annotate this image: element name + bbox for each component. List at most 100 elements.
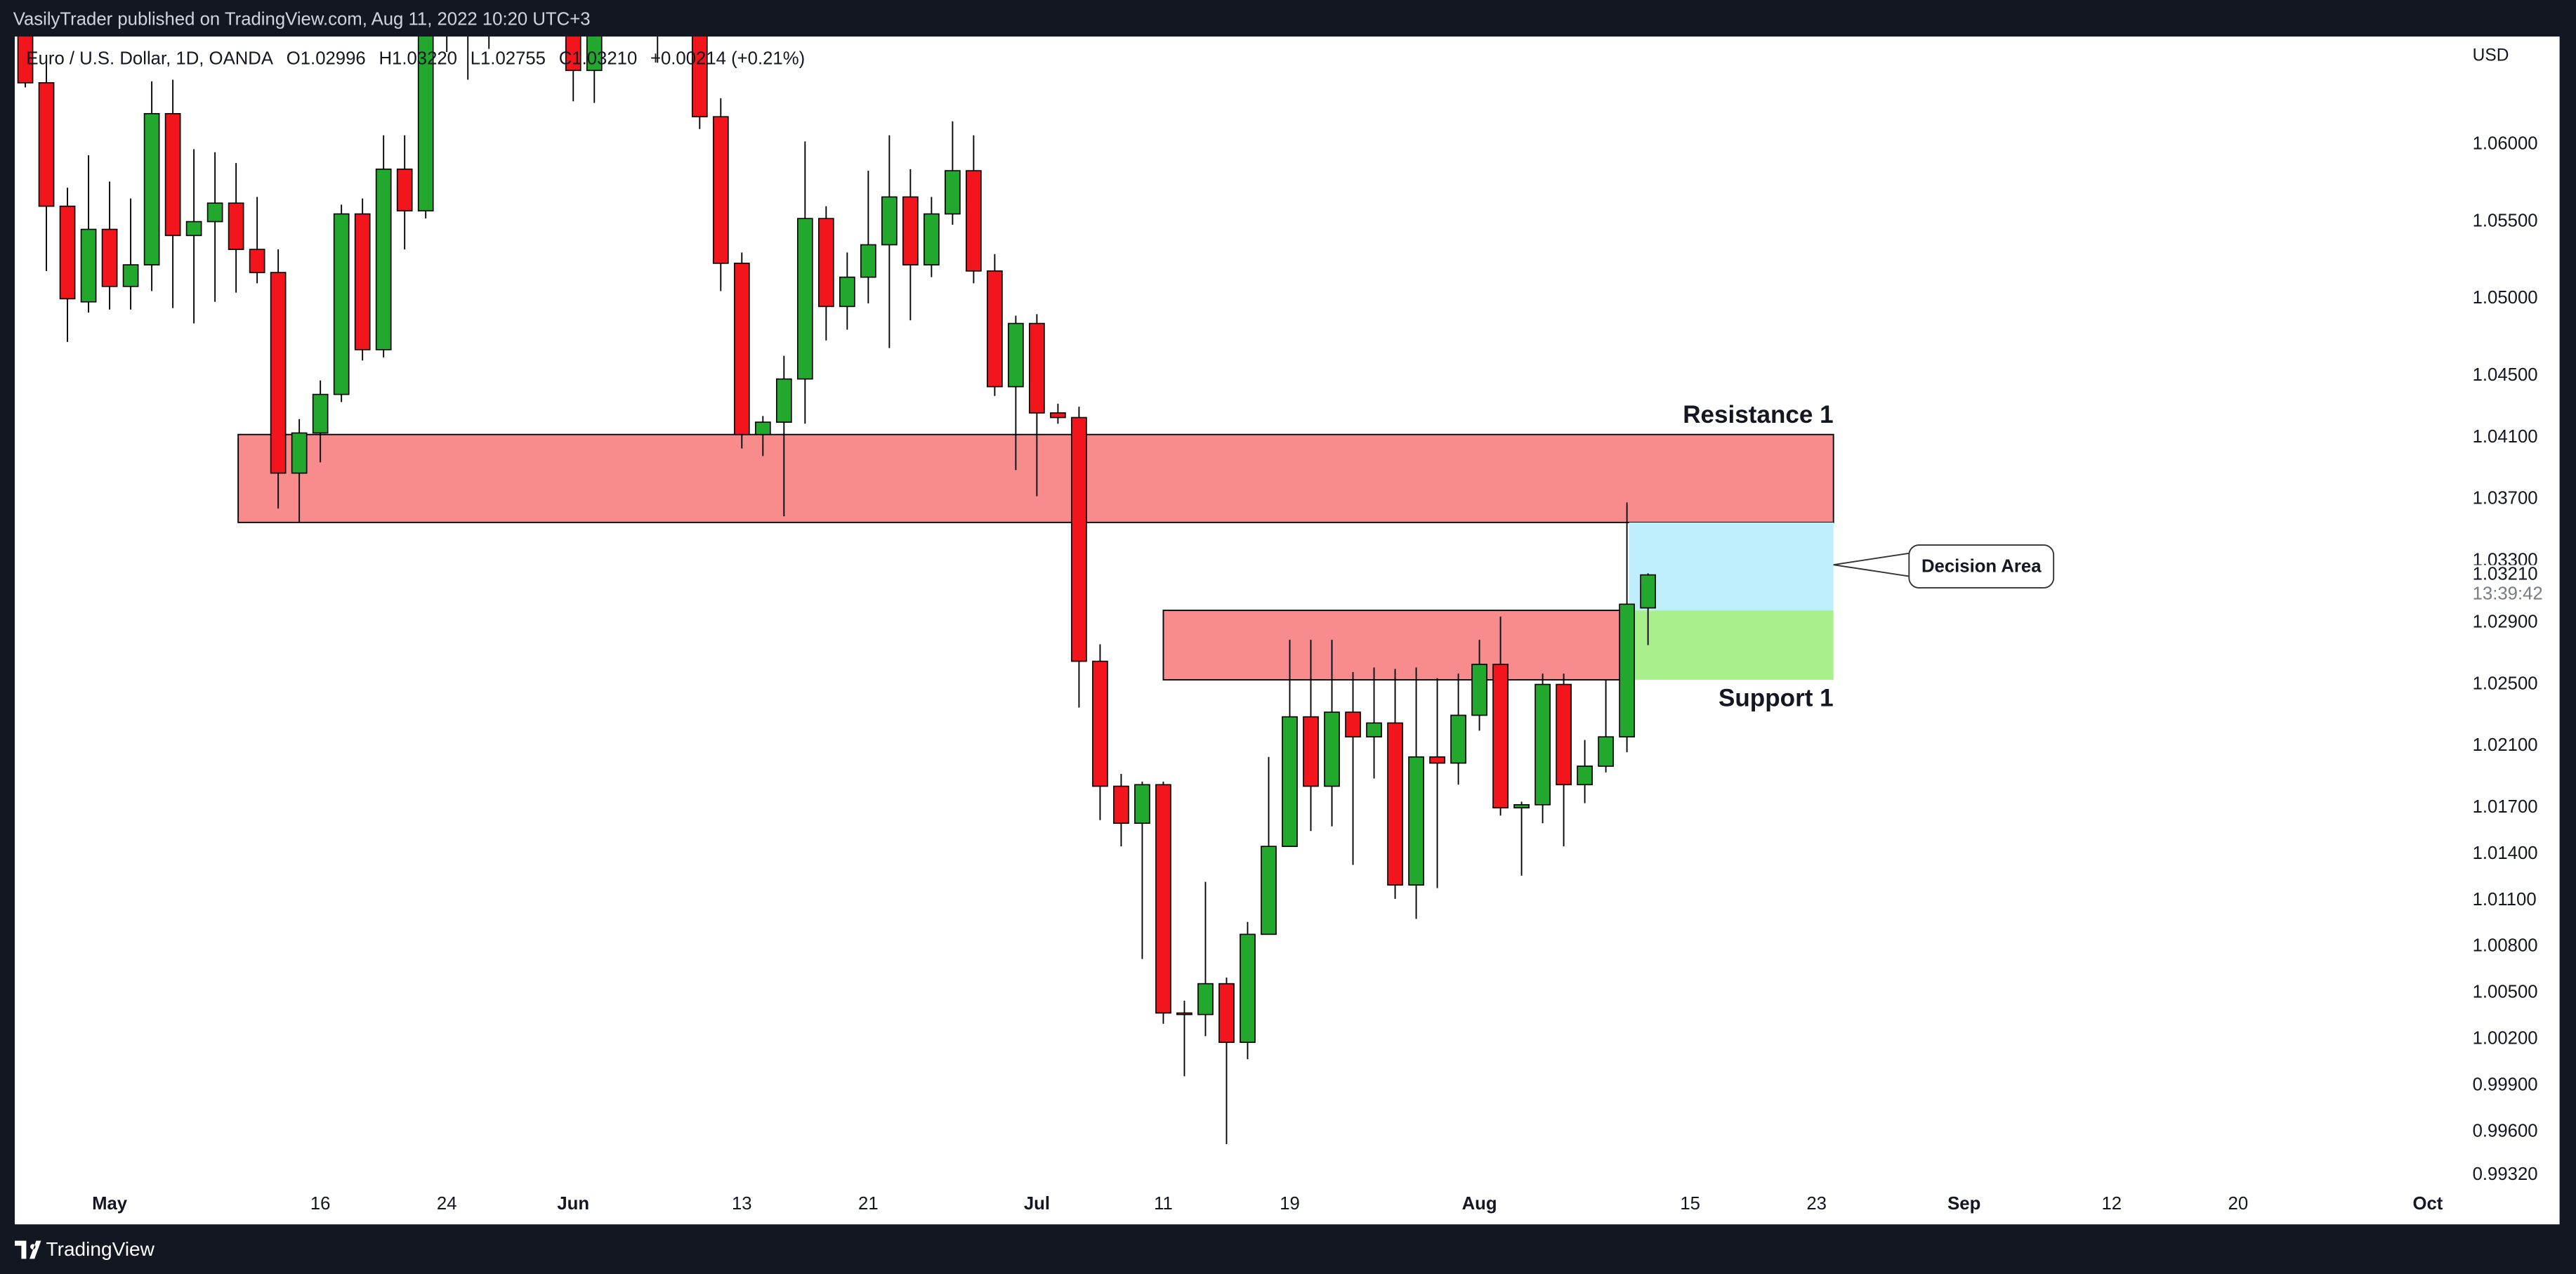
ohlc-value: H1.03220 <box>379 49 457 69</box>
candle-body <box>1155 784 1171 1014</box>
candle-body <box>1450 714 1466 764</box>
candle-body <box>754 421 771 435</box>
axes: USD 1.06000 1.05500 1.05000 1.04500 1.04100 1.… <box>92 46 2558 1214</box>
candle-body <box>1282 716 1298 847</box>
candle-body <box>1050 412 1066 419</box>
candle-body <box>1197 983 1214 1016</box>
x-tick-label: 19 <box>1280 1194 1300 1214</box>
y-tick-label: 1.00800 <box>2473 936 2538 956</box>
candle-body <box>1598 736 1614 767</box>
x-tick-label: 24 <box>437 1194 457 1214</box>
y-tick-label: 1.01400 <box>2473 843 2538 863</box>
y-tick-label: 1.05000 <box>2473 288 2538 308</box>
candle-body <box>1535 683 1551 806</box>
x-tick-label: 12 <box>2101 1194 2122 1214</box>
candle-body <box>80 228 97 303</box>
candle-body <box>1619 603 1635 738</box>
y-tick-label: 1.00200 <box>2473 1029 2538 1049</box>
y-tick-label: 1.03700 <box>2473 489 2538 508</box>
x-tick-label: Jun <box>557 1194 589 1214</box>
legend: Euro / U.S. Dollar, 1D, OANDA O1.02996 H1.… <box>26 49 805 69</box>
candle-body <box>354 213 371 350</box>
candle-body <box>691 36 708 118</box>
y-tick-label: 0.99600 <box>2473 1121 2538 1141</box>
candle-body <box>185 221 202 237</box>
candle-body <box>1029 322 1045 414</box>
candle-body <box>1556 683 1572 786</box>
candle-body <box>1429 756 1445 764</box>
candle-body <box>839 276 855 308</box>
candle-body <box>924 213 940 265</box>
candle-body <box>1324 711 1340 787</box>
candle-body <box>881 196 898 246</box>
y-tick-label: 1.02900 <box>2473 612 2538 631</box>
y-tick-label: 1.02100 <box>2473 735 2538 755</box>
last-price: 1.03210 <box>2473 564 2538 584</box>
candle-body <box>817 218 834 308</box>
candle-body <box>1492 664 1509 809</box>
y-tick-label: 1.06000 <box>2473 134 2538 154</box>
x-tick-label: 16 <box>310 1194 331 1214</box>
candle-body <box>945 170 961 215</box>
brand-logo <box>15 1240 41 1259</box>
candle-body <box>1134 784 1150 825</box>
y-tick-label: 1.00500 <box>2473 983 2538 1002</box>
candle-body <box>396 169 413 212</box>
zone <box>237 433 1834 523</box>
y-tick-label: 1.05500 <box>2473 211 2538 230</box>
candle-body <box>1577 766 1593 786</box>
zone <box>1629 610 1834 680</box>
countdown: 13:39:42 <box>2473 584 2543 603</box>
publisher: VasilyTrader published on TradingView.co… <box>13 9 591 29</box>
candle-body <box>228 202 244 250</box>
x-tick-label: 15 <box>1680 1194 1700 1214</box>
candle-body <box>1345 711 1361 738</box>
candle-body <box>333 213 350 395</box>
candle-body <box>733 263 750 435</box>
candle-body <box>122 264 139 287</box>
x-tick-label: 21 <box>858 1194 879 1214</box>
candle-body <box>101 228 118 287</box>
ohlc-value: L1.02755 <box>471 49 546 69</box>
candle-body <box>1471 664 1487 716</box>
candle-body <box>206 202 223 223</box>
candle-body <box>1071 416 1087 662</box>
candle-body <box>1008 322 1024 388</box>
candle-body <box>565 36 581 72</box>
ohlc-value: +0.00214 (+0.21%) <box>650 49 805 69</box>
candle-body <box>417 36 434 212</box>
x-tick-label: May <box>92 1194 128 1214</box>
candle-body <box>1240 933 1256 1043</box>
candle-body <box>17 36 34 84</box>
currency: USD <box>2473 46 2509 65</box>
candle-body <box>38 82 55 207</box>
candles <box>17 36 1656 1145</box>
candle-body <box>1640 574 1656 609</box>
zone-label: Decision Area <box>1921 556 2042 576</box>
x-tick-label: 11 <box>1154 1194 1173 1214</box>
candle-body <box>291 432 308 474</box>
candle-body <box>966 170 982 272</box>
symbol: Euro / U.S. Dollar, 1D, OANDA <box>26 49 273 69</box>
candle-body <box>1218 983 1235 1043</box>
candle-body <box>987 270 1003 388</box>
x-tick-label: 20 <box>2228 1194 2249 1214</box>
y-tick-label: 1.02500 <box>2473 674 2538 693</box>
x-tick-label: Jul <box>1024 1194 1050 1214</box>
candle-body <box>312 393 329 434</box>
last-price-box <box>2462 565 2558 607</box>
candle-body <box>586 36 603 72</box>
candle-body <box>902 196 919 265</box>
candle-body <box>1176 1012 1192 1016</box>
candle-body <box>775 378 792 423</box>
candle-body <box>860 244 876 278</box>
candle-body <box>270 272 287 474</box>
candle-body <box>1261 846 1277 935</box>
candle-body <box>249 249 265 273</box>
zone-label: Support 1 <box>1719 684 1834 711</box>
candle-body <box>59 205 76 300</box>
callout-box <box>1908 544 2055 589</box>
candle-body <box>1387 722 1403 886</box>
